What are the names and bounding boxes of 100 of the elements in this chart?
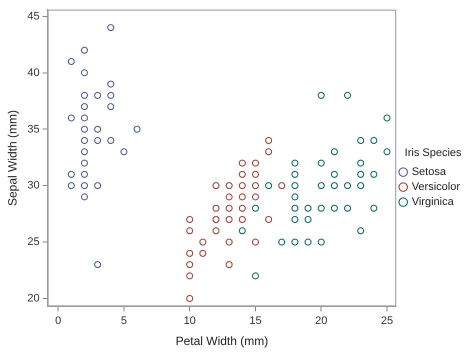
point xyxy=(252,272,259,280)
x-axis-title: Petal Width (mm) xyxy=(176,334,268,348)
point xyxy=(226,216,233,224)
point xyxy=(383,114,390,122)
legend-label: Virginica xyxy=(412,196,455,208)
point xyxy=(94,137,102,144)
point xyxy=(330,170,338,178)
point xyxy=(291,182,298,190)
legend-label: Versicolor xyxy=(412,181,460,194)
point xyxy=(357,170,364,178)
point xyxy=(107,92,114,99)
point xyxy=(291,160,298,167)
point xyxy=(212,216,220,224)
point xyxy=(68,170,75,178)
point xyxy=(291,170,298,178)
point xyxy=(186,216,194,224)
point xyxy=(226,204,233,212)
point xyxy=(318,238,325,246)
x-tick-label: 20 xyxy=(315,315,328,328)
point xyxy=(238,182,246,190)
x-tick-label: 10 xyxy=(184,315,196,328)
point xyxy=(94,126,102,133)
y-tick-label: 40 xyxy=(27,66,40,79)
point xyxy=(357,160,364,167)
point xyxy=(186,261,194,268)
point xyxy=(107,80,114,88)
point xyxy=(238,193,246,200)
y-tick-label: 25 xyxy=(27,236,40,248)
x-tick-label: 0 xyxy=(55,315,62,328)
point xyxy=(265,148,272,156)
point xyxy=(238,204,246,212)
point xyxy=(80,92,88,99)
point xyxy=(212,204,220,212)
point xyxy=(80,103,88,110)
point xyxy=(80,170,88,178)
point xyxy=(80,160,88,167)
point xyxy=(252,182,259,190)
point xyxy=(107,103,114,110)
point xyxy=(344,204,352,212)
point xyxy=(252,204,259,212)
point xyxy=(80,69,88,76)
point xyxy=(291,193,298,200)
point xyxy=(199,238,206,246)
y-tick-label: 45 xyxy=(27,10,40,22)
point xyxy=(94,92,102,99)
point xyxy=(265,137,272,144)
point xyxy=(252,238,259,246)
point xyxy=(291,238,298,246)
point xyxy=(80,46,88,54)
point xyxy=(238,170,246,178)
point xyxy=(357,227,364,234)
point xyxy=(94,182,102,190)
point xyxy=(265,216,272,224)
point xyxy=(186,250,194,257)
point xyxy=(107,24,114,32)
point xyxy=(120,148,128,156)
point xyxy=(226,182,233,190)
point xyxy=(80,182,88,190)
point xyxy=(80,137,88,144)
point xyxy=(304,238,312,246)
point xyxy=(199,250,206,257)
point xyxy=(226,261,233,268)
legend-label: Setosa xyxy=(412,166,447,178)
y-tick-label: 20 xyxy=(27,292,40,305)
point xyxy=(68,114,75,122)
point xyxy=(94,261,102,268)
point xyxy=(357,182,364,190)
point xyxy=(318,160,325,167)
point xyxy=(226,238,233,246)
point xyxy=(278,238,286,246)
point xyxy=(370,204,378,212)
point xyxy=(318,204,325,212)
point xyxy=(252,170,259,178)
point xyxy=(186,272,194,280)
point xyxy=(330,148,338,156)
point xyxy=(344,92,352,99)
x-tick-label: 25 xyxy=(380,315,394,328)
point xyxy=(330,182,338,190)
y-tick-label: 30 xyxy=(27,180,40,192)
point xyxy=(318,92,325,99)
x-tick-label: 5 xyxy=(120,315,127,328)
point xyxy=(212,227,220,234)
y-axis-title: Sepal Width (mm) xyxy=(6,110,20,206)
point xyxy=(344,182,352,190)
point xyxy=(68,182,75,190)
point xyxy=(330,204,338,212)
point xyxy=(370,137,378,144)
point xyxy=(304,204,312,212)
legend-title: Iris Species xyxy=(404,146,462,159)
point xyxy=(80,114,88,122)
point xyxy=(80,148,88,156)
point xyxy=(226,193,233,200)
point xyxy=(80,126,88,133)
point xyxy=(318,182,325,190)
point xyxy=(278,182,286,190)
point xyxy=(304,216,312,224)
point xyxy=(238,227,246,234)
point xyxy=(291,216,298,224)
x-tick-label: 15 xyxy=(249,315,262,328)
point xyxy=(383,148,390,156)
